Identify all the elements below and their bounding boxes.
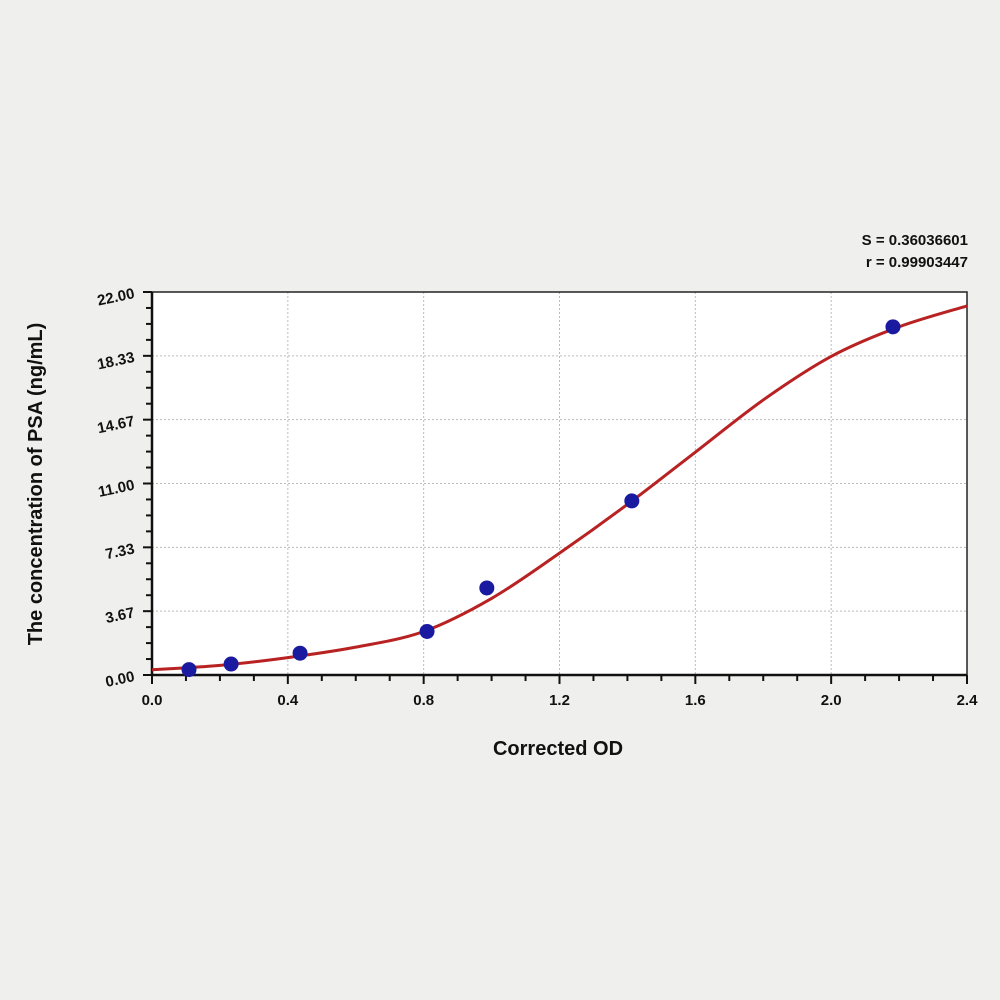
y-axis-title: The concentration of PSA (ng/mL) xyxy=(25,323,47,646)
stat-r: r = 0.99903447 xyxy=(866,254,968,271)
fit-curve xyxy=(151,304,968,672)
x-tick-label: 0.4 xyxy=(277,692,299,709)
data-point xyxy=(419,623,435,639)
x-tick-label: 2.4 xyxy=(957,692,979,709)
data-point xyxy=(292,645,308,661)
data-point xyxy=(885,319,901,335)
x-axis-title: Corrected OD xyxy=(493,738,623,760)
x-tick-label: 0.8 xyxy=(413,692,434,709)
y-tick-label: 0.00 xyxy=(104,668,136,691)
x-tick-label: 2.0 xyxy=(821,692,842,709)
y-tick-label: 7.33 xyxy=(104,540,136,563)
x-tick-label: 1.6 xyxy=(685,692,706,709)
data-points xyxy=(181,319,901,678)
stat-s: S = 0.36036601 xyxy=(862,232,968,249)
fit-curve-group xyxy=(151,304,968,672)
x-tick-label: 1.2 xyxy=(549,692,570,709)
y-tick-label: 3.67 xyxy=(104,604,136,627)
data-point xyxy=(223,656,239,672)
data-point xyxy=(624,493,640,509)
x-tick-label: 0.0 xyxy=(142,692,163,709)
data-point xyxy=(479,580,495,596)
y-tick-label: 11.00 xyxy=(97,477,136,501)
y-tick-label: 22.00 xyxy=(96,285,136,309)
y-tick-label: 14.67 xyxy=(96,413,136,437)
y-tick-label: 18.33 xyxy=(96,349,136,373)
data-point xyxy=(181,662,197,678)
